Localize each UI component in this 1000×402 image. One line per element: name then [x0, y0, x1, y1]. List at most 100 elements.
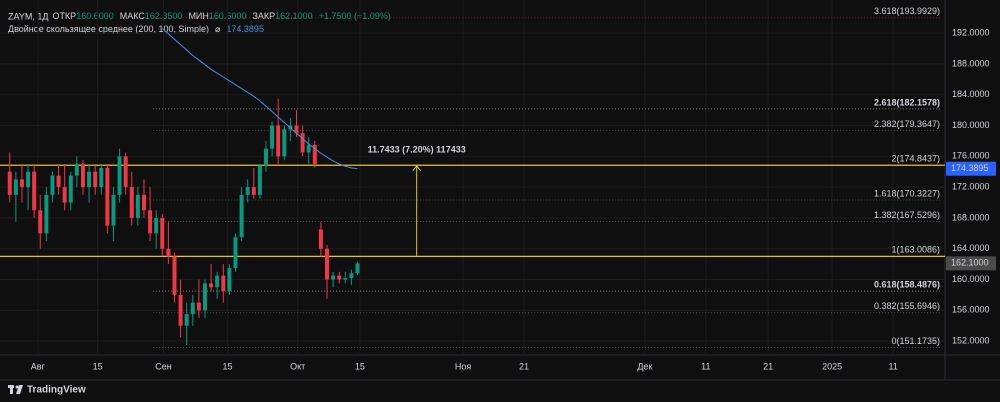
candle-body [154, 217, 159, 234]
fib-label: 2.382(179.3647) [874, 119, 940, 129]
candle-body [172, 256, 177, 295]
x-tick-label: Ноя [455, 361, 472, 371]
fib-label: 0.618(158.4876) [874, 280, 940, 290]
price-tag [946, 256, 996, 271]
fib-label: 0.382(155.6946) [874, 301, 940, 311]
x-tick-label: 21 [519, 361, 529, 371]
measure-arrowhead [412, 165, 422, 172]
x-tick-label: 21 [763, 361, 773, 371]
price-tag [946, 161, 996, 176]
fib-label: 0(151.1735) [891, 336, 940, 346]
fib-label: 2(174.8437) [891, 154, 940, 164]
fib-label: 1.382(167.5296) [874, 210, 940, 220]
indicator-label: Двойное скользящее среднее (200, 100, Si… [8, 24, 209, 34]
y-tick-label: 176.0000 [952, 151, 990, 161]
logo-part [16, 385, 23, 394]
x-tick-label: 15 [93, 361, 103, 371]
candle-body [7, 171, 12, 195]
candle-body [355, 263, 360, 274]
candle-body [123, 156, 128, 188]
candle-body [160, 217, 165, 249]
logo-part [8, 385, 14, 388]
fib-label: 1(163.0086) [891, 245, 940, 255]
candle-body [56, 175, 61, 188]
candle-body [129, 187, 134, 218]
candle-body [282, 129, 287, 157]
candle-body [68, 175, 73, 203]
candle-body [38, 210, 43, 234]
field-name: МАКС [120, 11, 146, 21]
candle-body [209, 283, 214, 288]
field-name: ОТКР [52, 11, 76, 21]
indicator-symbol: ⌀ [215, 24, 221, 34]
candle-body [263, 148, 268, 166]
candle-body [44, 194, 49, 234]
candle-body [105, 167, 110, 226]
candle-body [318, 229, 323, 249]
candle-body [312, 144, 317, 165]
candle-body [99, 167, 104, 188]
price-tag-label: 174.3895 [951, 163, 989, 173]
y-tick-label: 156.0000 [952, 305, 990, 315]
candle-body [13, 179, 18, 195]
candle-body [80, 164, 85, 188]
candle-body [233, 237, 238, 268]
logo-part [15, 385, 19, 389]
y-tick-label: 184.0000 [952, 89, 990, 99]
x-tick-label: Сен [155, 361, 172, 371]
y-tick-label: 188.0000 [952, 58, 990, 68]
candle-body [251, 187, 256, 195]
candle-body [239, 194, 244, 238]
x-tick-label: Окт [290, 361, 305, 371]
candle-body [349, 273, 354, 278]
candle-body [196, 302, 201, 311]
candle-body [221, 275, 226, 292]
measure-label: 11.7433 (7.20%) 117433 [368, 144, 466, 154]
candle-body [276, 125, 281, 157]
candle-body [32, 171, 37, 211]
field-value: 162.1000 [275, 11, 313, 21]
indicator-value: 174.3895 [226, 24, 264, 34]
candle-body [87, 171, 92, 188]
candle-body [215, 275, 220, 288]
y-tick-label: 192.0000 [952, 27, 990, 37]
x-tick-label: 15 [355, 361, 365, 371]
candle-body [111, 194, 116, 226]
candle-body [202, 283, 207, 311]
x-tick-label: Авг [31, 361, 46, 371]
x-tick-label: 2025 [822, 361, 842, 371]
x-tick-label: 11 [888, 361, 897, 371]
x-tick-label: 15 [223, 361, 233, 371]
logo-part [10, 388, 13, 394]
fib-label: 2.618(182.1578) [874, 97, 940, 107]
candle-body [324, 248, 329, 280]
candle-body [117, 156, 122, 195]
candle-body [26, 171, 31, 188]
candle-body [166, 248, 171, 257]
brand: TradingView [27, 385, 86, 396]
x-tick-label: Дек [637, 361, 652, 371]
y-tick-label: 168.0000 [952, 212, 990, 222]
symbol: ZAYM, 1ДОТКР160.6000МАКС162.3500МИН160.6… [8, 11, 391, 21]
candle-body [227, 267, 232, 292]
candle-body [178, 294, 183, 326]
y-tick-label: 164.0000 [952, 243, 990, 253]
indicator-name: Двойное скользящее среднее (200, 100, Si… [8, 24, 264, 34]
candle-body [294, 125, 299, 134]
price-tag-label: 162.1000 [951, 258, 989, 268]
x-tick-label: 11 [701, 361, 710, 371]
y-tick-label: 172.0000 [952, 182, 990, 192]
y-tick-label: 180.0000 [952, 120, 990, 130]
candle-body [257, 165, 262, 195]
candle-body [337, 275, 342, 280]
candle-body [270, 125, 275, 149]
candle-body [19, 179, 24, 188]
candle-body [300, 133, 305, 153]
legend: ZAYM, 1ДОТКР160.6000МАКС162.3500МИН160.6… [8, 11, 391, 34]
brand-logo: TradingView [8, 385, 86, 396]
fib-label: 3.618(193.9929) [874, 6, 940, 16]
candle-body [50, 175, 55, 195]
candle-body [245, 187, 250, 195]
